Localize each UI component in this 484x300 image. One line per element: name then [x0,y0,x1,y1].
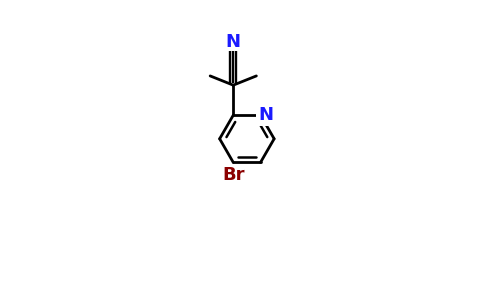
Text: N: N [258,106,273,124]
Text: N: N [226,33,241,51]
Text: Br: Br [222,166,244,184]
